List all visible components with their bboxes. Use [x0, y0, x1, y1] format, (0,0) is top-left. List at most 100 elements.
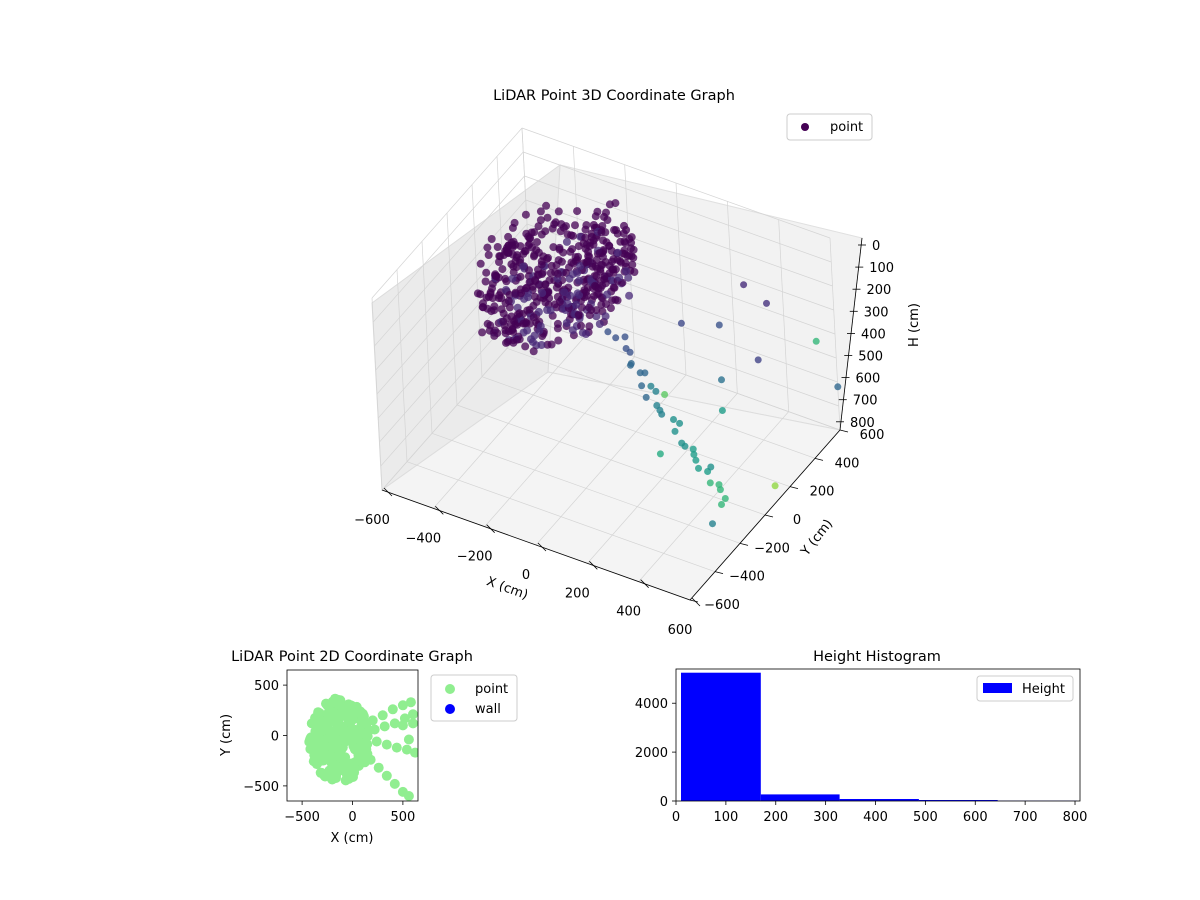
- point-2d-blob: [333, 735, 343, 746]
- point-3d-1: [661, 391, 669, 398]
- point-2d-14: [410, 747, 418, 758]
- point-2d-20: [403, 791, 414, 801]
- x-tick-label-3: 0: [522, 568, 530, 583]
- y-tick-label-6: 600: [860, 428, 885, 443]
- point-3d-stem: [658, 410, 666, 418]
- x-tick-mark-4: [589, 561, 598, 570]
- grid-zl-8: [381, 319, 533, 491]
- point-3d-stem: [638, 382, 646, 390]
- point-3d-dense: [590, 281, 599, 290]
- point-3d-0: [642, 393, 650, 401]
- point-2d-blob: [308, 756, 319, 767]
- point-3d-dense: [566, 291, 575, 300]
- point-3d-dense: [582, 330, 590, 338]
- point-3d-dense: [487, 235, 496, 243]
- point-3d-dense: [577, 321, 585, 330]
- y-tick-label-1: −400: [729, 570, 765, 585]
- point-3d-dense: [543, 213, 552, 222]
- ticks-2d: −500 0 500 −500 0 500: [243, 679, 415, 825]
- point-3d-dense: [562, 319, 571, 327]
- point-3d-dense: [572, 300, 581, 309]
- z-tick-label-1: 100: [869, 261, 894, 276]
- grid-zl-1: [372, 151, 524, 323]
- point-2d-11: [381, 739, 392, 750]
- x-tick-label-5: 400: [616, 605, 641, 620]
- point-3d-dense: [478, 303, 487, 312]
- y-tick-mark-3: [764, 514, 774, 518]
- point-3d-dense: [602, 238, 611, 247]
- point-3d-dense: [522, 284, 530, 293]
- point-3d-dense: [554, 207, 563, 216]
- point-3d-dense: [597, 300, 606, 309]
- point-3d-dense: [592, 312, 601, 321]
- y-tick-label-2: −200: [754, 541, 790, 556]
- point-3d-dense: [593, 207, 602, 216]
- legend-3d: point: [786, 113, 873, 141]
- point-3d-dense: [534, 307, 543, 316]
- point-3d-stem: [641, 369, 649, 377]
- point-2d-21: [408, 718, 418, 729]
- point-3d-dense: [522, 319, 531, 327]
- point-2d-blob: [356, 708, 367, 719]
- point-3d-dense: [492, 272, 501, 281]
- point-3d-dense: [576, 262, 585, 270]
- point-3d-dense: [595, 320, 604, 328]
- chart-histogram: Height Histogram 0 100 200 300 400 500 600 700 8…: [635, 649, 1088, 825]
- point-3d-dense: [482, 268, 491, 277]
- point-2d-blob: [327, 774, 338, 785]
- point-2d-1: [377, 710, 388, 721]
- point-3d-dense: [497, 305, 506, 314]
- point-3d-stem: [671, 427, 679, 435]
- point-3d-dense: [609, 283, 618, 292]
- point-3d-dense: [508, 274, 517, 283]
- hist-x-tick-label-4: 400: [863, 810, 888, 825]
- point-2d-blob: [316, 753, 327, 764]
- point-3d-dense: [559, 223, 568, 232]
- point-3d-dense: [482, 293, 491, 302]
- hist-x-tick-label-2: 200: [763, 810, 788, 825]
- x-tick-label-6: 600: [668, 623, 693, 638]
- point-3d-dense: [592, 255, 601, 264]
- point-2d-blob: [362, 731, 373, 742]
- point-2d-9: [408, 709, 418, 720]
- point-3d-dense: [525, 305, 534, 314]
- legend-2d-point-label: point: [475, 682, 508, 697]
- x-tick-label-4: 200: [565, 586, 590, 601]
- hist-y-tick-label-2: 4000: [635, 697, 668, 712]
- point-3d-12: [677, 319, 685, 327]
- point-3d-dense: [491, 326, 499, 335]
- legend-2d-point-marker: [445, 684, 455, 694]
- y-tick-mark-4: [789, 486, 799, 490]
- point-2d-blob: [315, 767, 326, 778]
- y-tick-2d-label-2: 500: [254, 679, 279, 694]
- point-3d-dense: [530, 228, 539, 237]
- point-3d-dense: [550, 220, 559, 229]
- point-3d-dense: [529, 347, 538, 356]
- point-3d-dense: [513, 310, 522, 319]
- x-tick-label-0: −600: [354, 513, 390, 528]
- point-3d-dense: [537, 341, 546, 349]
- point-3d-dense: [601, 279, 610, 288]
- point-3d-stem: [695, 464, 702, 472]
- point-3d-stem: [676, 419, 684, 427]
- point-3d-dense: [625, 234, 634, 243]
- point-3d-dense: [565, 274, 574, 283]
- point-3d-stem: [647, 382, 655, 390]
- point-3d-dense: [537, 260, 546, 269]
- point-3d-dense: [546, 306, 555, 315]
- hist-x-tick-label-0: 0: [672, 810, 680, 825]
- histogram-legend-swatch: [983, 683, 1012, 693]
- point-3d-5: [812, 337, 820, 345]
- point-3d-dense: [600, 272, 609, 281]
- point-3d-dense: [559, 248, 568, 257]
- point-3d-dense: [536, 216, 545, 225]
- point-3d-stem: [716, 486, 724, 494]
- point-2d-blob: [356, 716, 367, 727]
- point-3d-dense: [574, 310, 583, 319]
- point-3d-dense: [613, 248, 622, 257]
- point-3d-dense: [574, 252, 583, 261]
- point-3d-dense: [476, 290, 485, 299]
- point-3d-dense: [502, 338, 510, 347]
- point-3d-3: [763, 299, 770, 307]
- point-3d-dense: [541, 280, 550, 289]
